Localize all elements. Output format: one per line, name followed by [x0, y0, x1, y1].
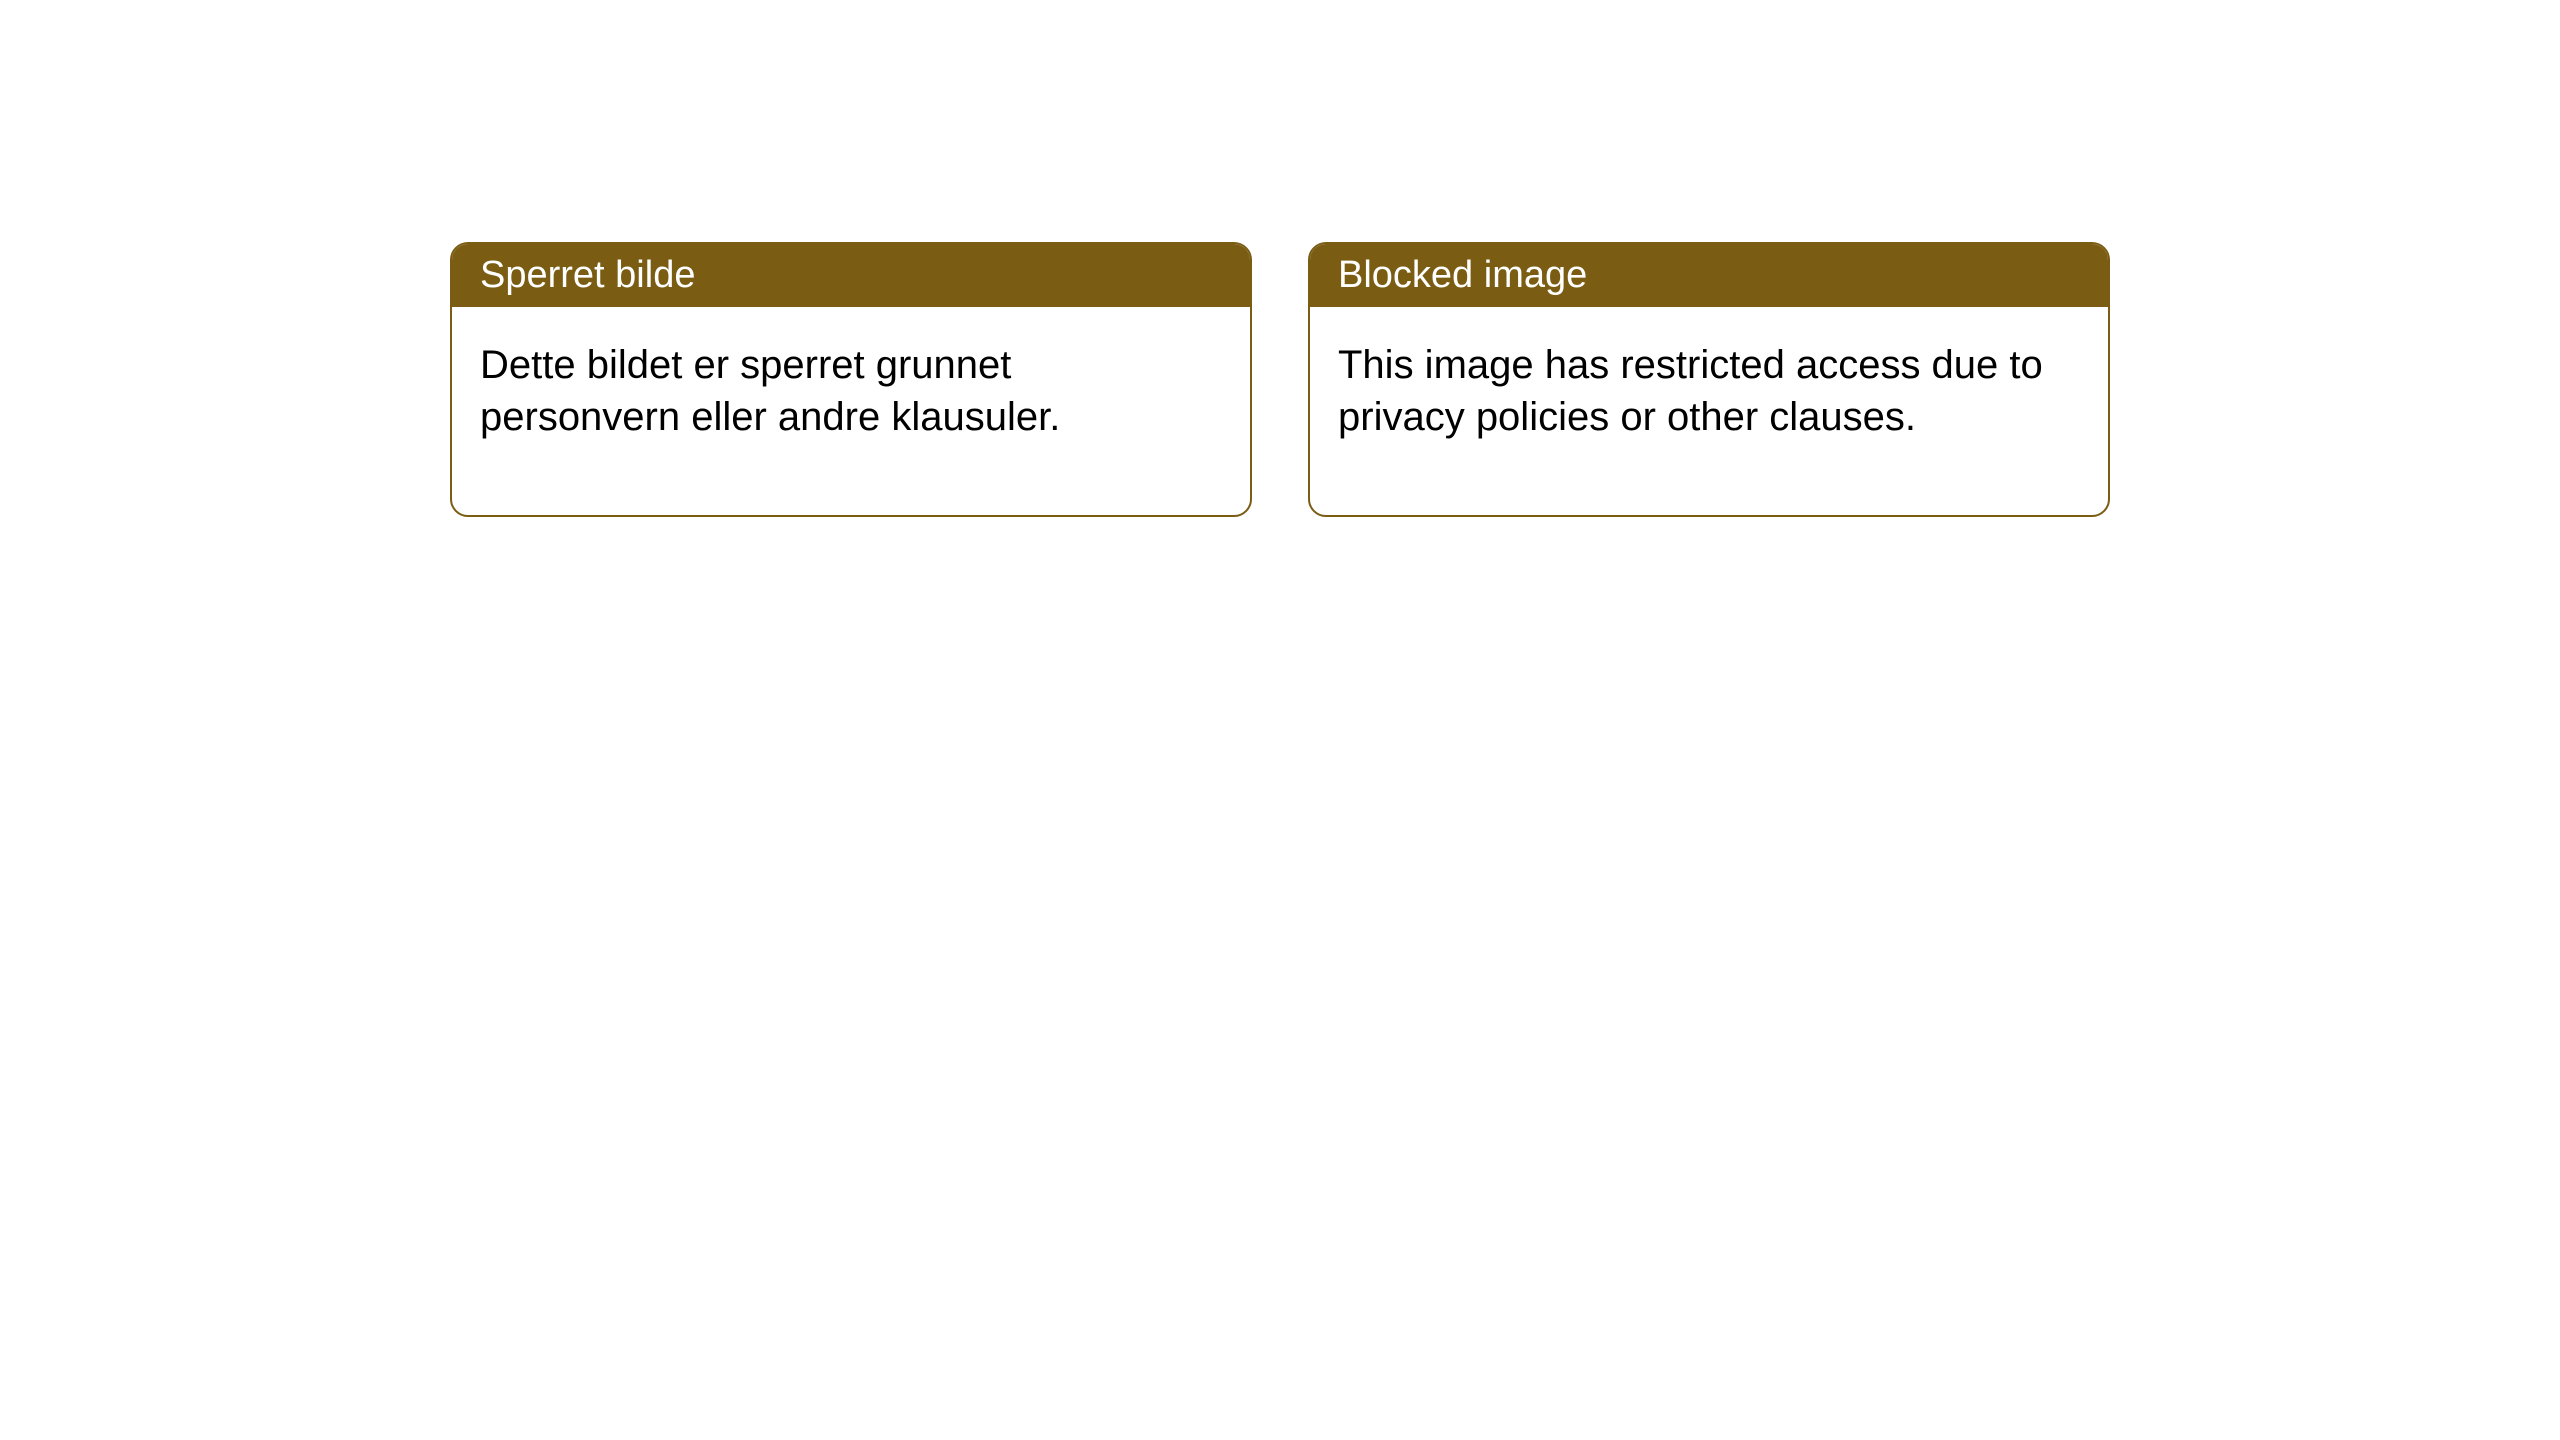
card-title-en: Blocked image — [1338, 254, 1587, 296]
card-header-en: Blocked image — [1310, 244, 2108, 307]
blocked-image-card-en: Blocked image This image has restricted … — [1308, 242, 2110, 517]
card-message-no: Dette bildet er sperret grunnet personve… — [480, 343, 1060, 439]
notice-container: Sperret bilde Dette bildet er sperret gr… — [0, 0, 2560, 517]
card-message-en: This image has restricted access due to … — [1338, 343, 2043, 439]
card-header-no: Sperret bilde — [452, 244, 1250, 307]
card-body-no: Dette bildet er sperret grunnet personve… — [452, 307, 1250, 515]
card-body-en: This image has restricted access due to … — [1310, 307, 2108, 515]
card-title-no: Sperret bilde — [480, 254, 695, 296]
blocked-image-card-no: Sperret bilde Dette bildet er sperret gr… — [450, 242, 1252, 517]
